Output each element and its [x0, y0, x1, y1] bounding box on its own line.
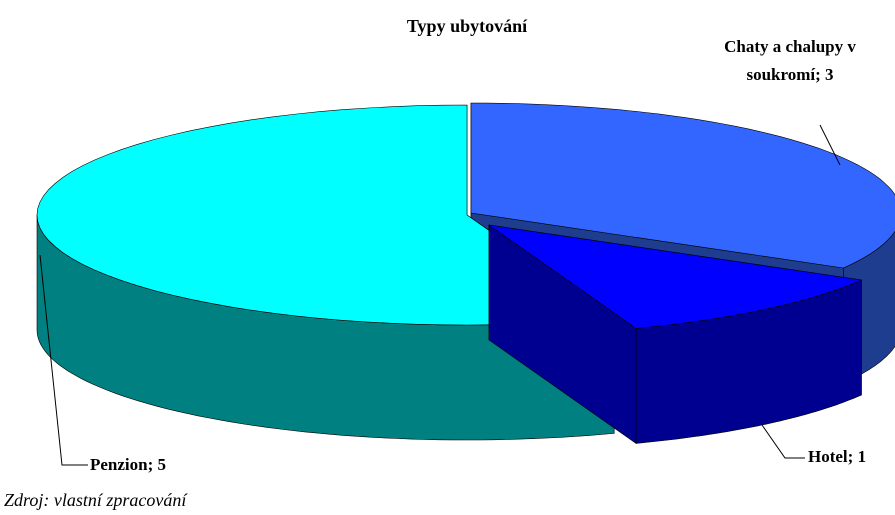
data-label: Penzion; 5: [90, 455, 166, 474]
source-note: Zdroj: vlastní zpracování: [4, 490, 188, 510]
leader-line: [819, 124, 841, 166]
slice-top: [470, 102, 895, 269]
chart-title: Typy ubytování: [407, 16, 528, 36]
slice: [488, 224, 863, 444]
leader-line: [761, 424, 805, 459]
data-label-line: Chaty a chalupy v: [724, 37, 856, 56]
data-label-line: soukromí; 3: [746, 65, 833, 84]
leader-line: [39, 254, 88, 466]
slice-top: [488, 224, 863, 329]
data-label: Chaty a chalupy v soukromí; 3: [724, 37, 856, 84]
slice-top: [36, 104, 615, 326]
data-label: Hotel; 1: [808, 447, 866, 466]
